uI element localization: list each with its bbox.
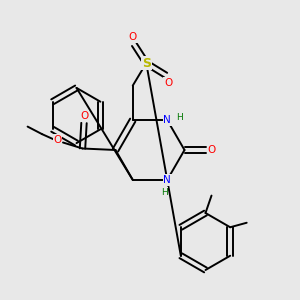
- Text: H: H: [161, 188, 168, 197]
- Text: N: N: [164, 175, 171, 185]
- Text: O: O: [207, 145, 216, 155]
- Text: O: O: [53, 135, 62, 145]
- Text: S: S: [142, 57, 151, 70]
- Text: N: N: [164, 115, 171, 125]
- Text: O: O: [80, 111, 88, 121]
- Text: O: O: [129, 32, 137, 42]
- Text: H: H: [176, 112, 183, 122]
- Text: O: O: [164, 78, 172, 88]
